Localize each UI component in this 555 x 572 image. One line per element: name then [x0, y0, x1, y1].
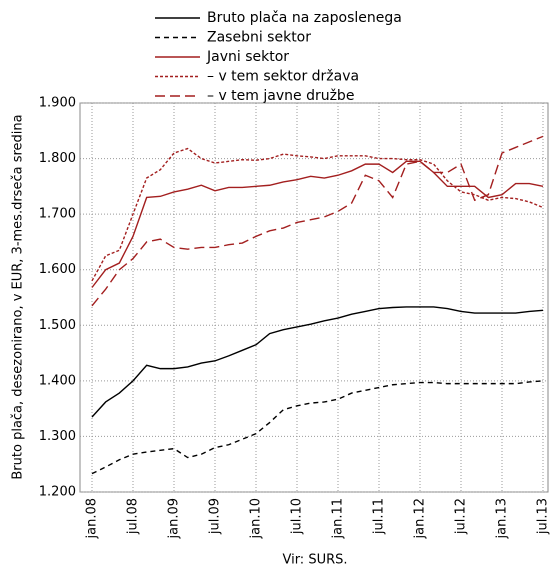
- y-tick-label: 1.900: [39, 96, 76, 111]
- legend-label: Javni sektor: [206, 49, 289, 65]
- legend-label: – v tem sektor država: [207, 69, 359, 85]
- y-tick-label: 1.300: [39, 429, 76, 444]
- y-tick-label: 1.200: [39, 485, 76, 500]
- series-line: [91, 306, 544, 418]
- plot-frame: [79, 102, 549, 493]
- y-tick-label: 1.800: [39, 151, 76, 166]
- x-tick-label: jul.09: [208, 498, 223, 535]
- x-tick-label: jan.11: [331, 498, 346, 540]
- x-tick-label: jul.13: [536, 498, 551, 535]
- x-tick-label: jul.12: [454, 498, 469, 535]
- x-tick-label: jan.08: [85, 498, 100, 540]
- x-tick-label: jul.08: [126, 498, 141, 535]
- y-tick-label: 1.500: [39, 318, 76, 333]
- series-line: [91, 380, 544, 475]
- x-tick-label: jan.12: [413, 498, 428, 540]
- x-tick-label: jan.13: [495, 498, 510, 540]
- x-tick-label: jul.10: [290, 498, 305, 535]
- y-tick-label: 1.700: [39, 207, 76, 222]
- y-tick-label: 1.400: [39, 373, 76, 388]
- legend-label: Bruto plača na zaposlenega: [207, 10, 402, 26]
- x-tick-label: jan.09: [167, 498, 182, 540]
- source: Vir: SURS.: [282, 553, 347, 568]
- legend-label: Zasebni sektor: [207, 30, 311, 46]
- series-line: [91, 147, 544, 282]
- x-tick-label: jul.11: [372, 498, 387, 535]
- series-line: [91, 135, 544, 307]
- x-tick-label: jan.10: [249, 498, 264, 540]
- y-axis-label: Bruto plača, desezonirano, v EUR, 3-mes.…: [11, 114, 26, 479]
- series-line: [91, 160, 544, 288]
- legend-label: – v tem javne družbe: [207, 88, 354, 104]
- legend: Bruto plača na zaposlenega Zasebni sektor…: [155, 10, 402, 104]
- y-tick-label: 1.600: [39, 262, 76, 277]
